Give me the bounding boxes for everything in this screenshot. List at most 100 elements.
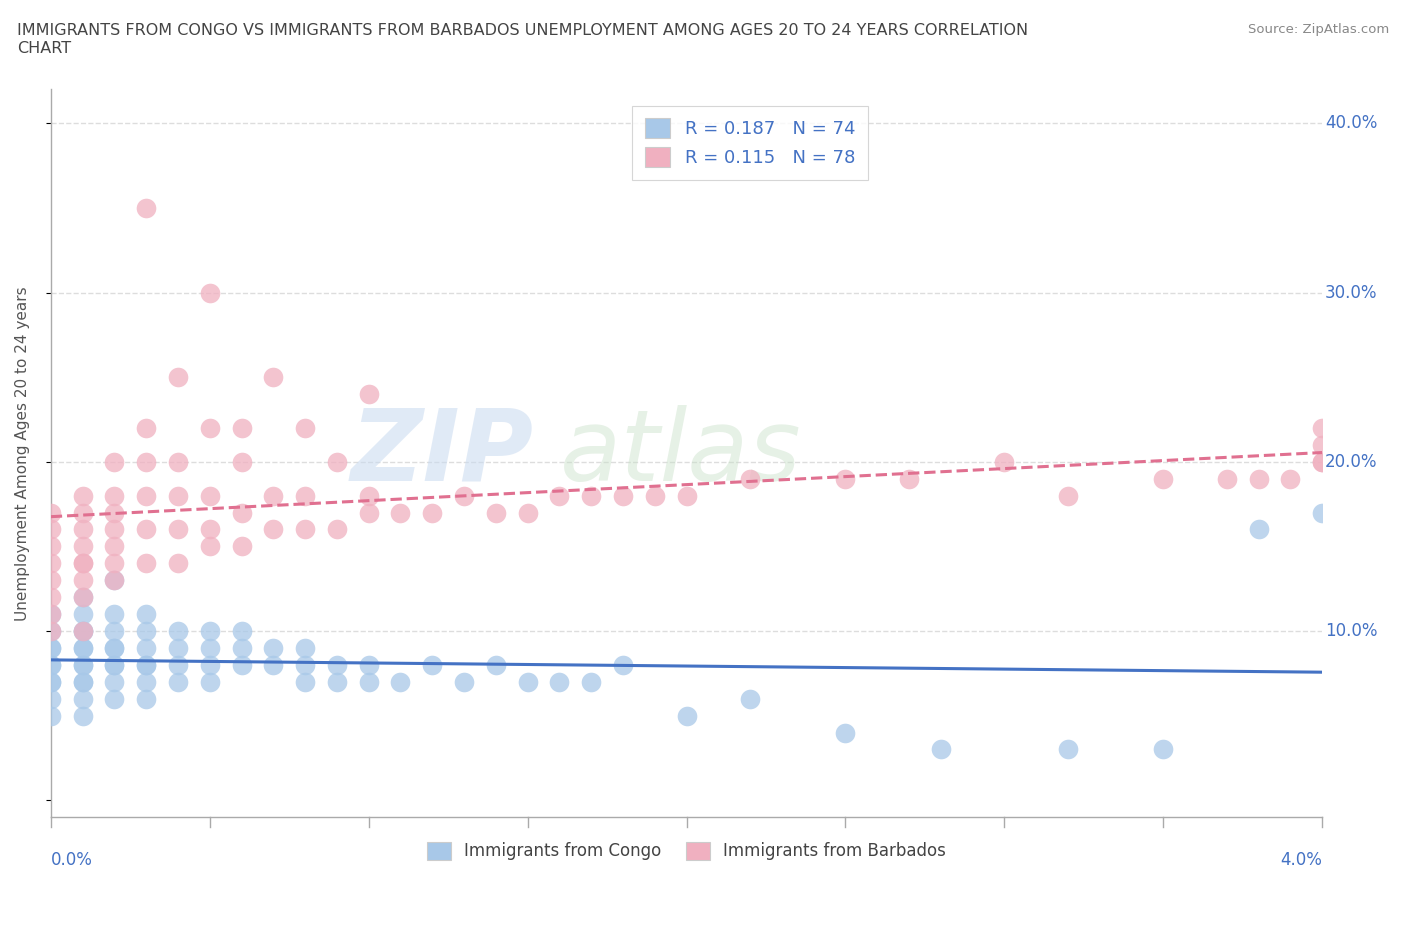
- Point: [135, 522, 157, 537]
- Point: [103, 539, 125, 554]
- Point: [262, 522, 284, 537]
- Point: [262, 641, 284, 656]
- Point: [135, 658, 157, 672]
- Point: [389, 505, 412, 520]
- Point: [453, 674, 475, 689]
- Point: [1057, 488, 1080, 503]
- Point: [103, 573, 125, 588]
- Text: ZIP: ZIP: [352, 405, 534, 502]
- Point: [72, 624, 94, 639]
- Point: [135, 674, 157, 689]
- Point: [1310, 420, 1333, 435]
- Point: [262, 488, 284, 503]
- Point: [357, 658, 380, 672]
- Point: [103, 658, 125, 672]
- Point: [39, 606, 62, 621]
- Point: [72, 606, 94, 621]
- Point: [357, 387, 380, 402]
- Point: [135, 420, 157, 435]
- Point: [72, 539, 94, 554]
- Point: [389, 674, 412, 689]
- Point: [135, 556, 157, 571]
- Point: [294, 641, 316, 656]
- Point: [231, 420, 253, 435]
- Y-axis label: Unemployment Among Ages 20 to 24 years: Unemployment Among Ages 20 to 24 years: [15, 286, 30, 620]
- Point: [294, 420, 316, 435]
- Point: [420, 505, 443, 520]
- Point: [72, 674, 94, 689]
- Point: [485, 658, 508, 672]
- Point: [39, 641, 62, 656]
- Point: [740, 472, 762, 486]
- Point: [579, 488, 602, 503]
- Point: [231, 624, 253, 639]
- Point: [72, 674, 94, 689]
- Point: [929, 742, 952, 757]
- Text: Source: ZipAtlas.com: Source: ZipAtlas.com: [1249, 23, 1389, 36]
- Point: [357, 505, 380, 520]
- Point: [39, 624, 62, 639]
- Point: [740, 691, 762, 706]
- Text: 4.0%: 4.0%: [1281, 851, 1322, 869]
- Point: [612, 658, 634, 672]
- Point: [103, 641, 125, 656]
- Point: [72, 488, 94, 503]
- Point: [39, 691, 62, 706]
- Point: [103, 488, 125, 503]
- Point: [485, 505, 508, 520]
- Text: 20.0%: 20.0%: [1324, 453, 1378, 471]
- Point: [294, 488, 316, 503]
- Point: [72, 522, 94, 537]
- Point: [39, 641, 62, 656]
- Point: [103, 674, 125, 689]
- Point: [516, 674, 538, 689]
- Text: IMMIGRANTS FROM CONGO VS IMMIGRANTS FROM BARBADOS UNEMPLOYMENT AMONG AGES 20 TO : IMMIGRANTS FROM CONGO VS IMMIGRANTS FROM…: [17, 23, 1028, 56]
- Point: [198, 539, 221, 554]
- Point: [198, 624, 221, 639]
- Point: [39, 505, 62, 520]
- Point: [294, 658, 316, 672]
- Point: [231, 641, 253, 656]
- Point: [72, 590, 94, 604]
- Point: [198, 658, 221, 672]
- Point: [326, 674, 349, 689]
- Point: [72, 590, 94, 604]
- Point: [198, 488, 221, 503]
- Point: [326, 455, 349, 470]
- Point: [135, 658, 157, 672]
- Point: [675, 488, 697, 503]
- Point: [72, 556, 94, 571]
- Point: [198, 522, 221, 537]
- Point: [39, 674, 62, 689]
- Point: [72, 709, 94, 724]
- Point: [198, 420, 221, 435]
- Point: [326, 658, 349, 672]
- Text: 0.0%: 0.0%: [51, 851, 93, 869]
- Point: [39, 573, 62, 588]
- Point: [72, 691, 94, 706]
- Point: [135, 201, 157, 216]
- Point: [167, 624, 190, 639]
- Point: [72, 641, 94, 656]
- Point: [103, 641, 125, 656]
- Text: 40.0%: 40.0%: [1324, 114, 1378, 132]
- Point: [135, 641, 157, 656]
- Point: [1216, 472, 1239, 486]
- Point: [72, 573, 94, 588]
- Point: [103, 556, 125, 571]
- Point: [39, 658, 62, 672]
- Point: [453, 488, 475, 503]
- Point: [231, 455, 253, 470]
- Point: [262, 658, 284, 672]
- Point: [72, 556, 94, 571]
- Point: [39, 590, 62, 604]
- Point: [72, 658, 94, 672]
- Point: [39, 709, 62, 724]
- Point: [39, 539, 62, 554]
- Point: [1247, 522, 1270, 537]
- Point: [167, 674, 190, 689]
- Point: [72, 624, 94, 639]
- Point: [103, 522, 125, 537]
- Point: [167, 455, 190, 470]
- Point: [135, 488, 157, 503]
